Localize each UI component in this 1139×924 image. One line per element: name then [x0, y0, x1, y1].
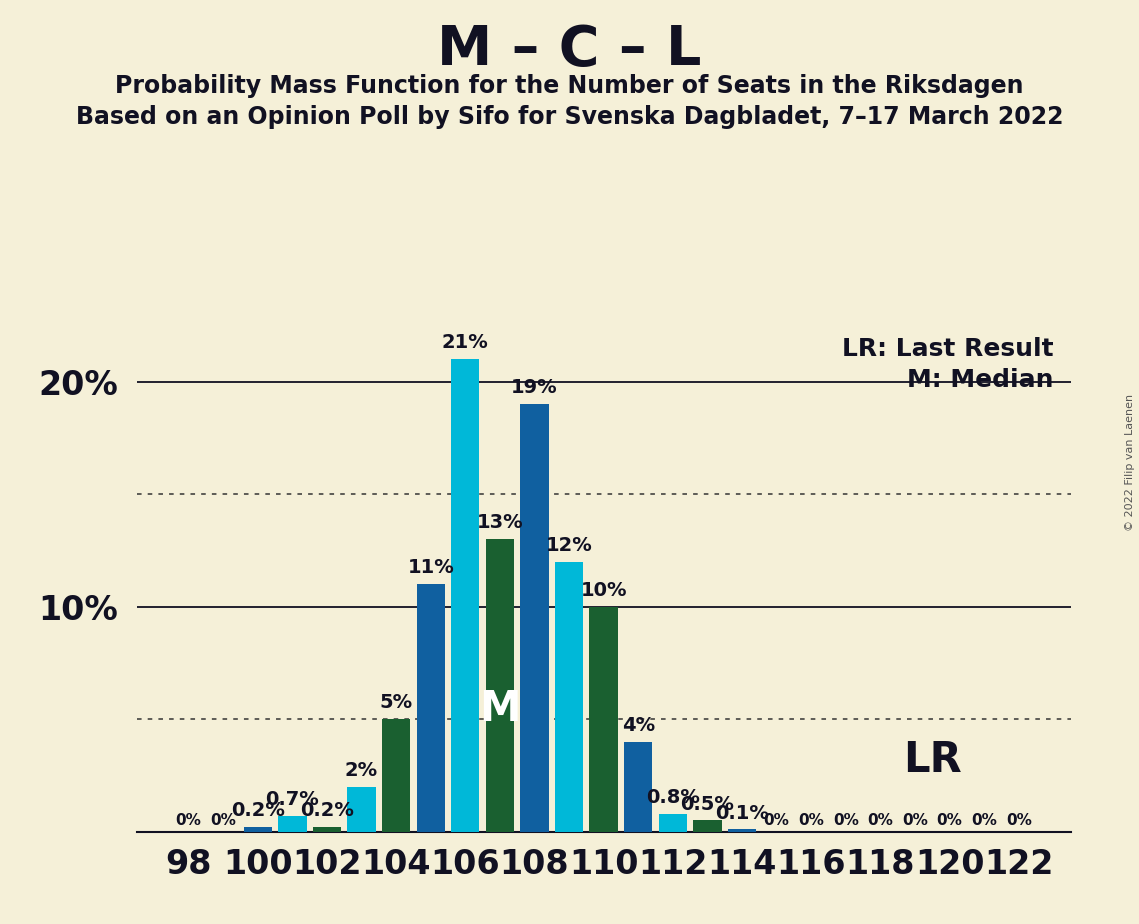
Bar	[728, 830, 756, 832]
Text: 12%: 12%	[546, 536, 592, 555]
Text: 0%: 0%	[763, 813, 789, 828]
Text: 0%: 0%	[1006, 813, 1032, 828]
Text: Based on an Opinion Poll by Sifo for Svenska Dagbladet, 7–17 March 2022: Based on an Opinion Poll by Sifo for Sve…	[76, 105, 1063, 129]
Text: 0%: 0%	[902, 813, 928, 828]
Text: 5%: 5%	[379, 693, 412, 712]
Text: M – C – L: M – C – L	[437, 23, 702, 77]
Text: 0.5%: 0.5%	[680, 795, 735, 814]
Bar	[590, 607, 617, 832]
Text: 0%: 0%	[936, 813, 962, 828]
Bar	[347, 786, 376, 832]
Text: 0%: 0%	[972, 813, 997, 828]
Text: 10%: 10%	[581, 581, 626, 600]
Text: Probability Mass Function for the Number of Seats in the Riksdagen: Probability Mass Function for the Number…	[115, 74, 1024, 98]
Text: 13%: 13%	[476, 514, 523, 532]
Text: 0%: 0%	[868, 813, 893, 828]
Text: 19%: 19%	[511, 379, 558, 397]
Text: LR: Last Result: LR: Last Result	[842, 336, 1054, 360]
Text: 0%: 0%	[798, 813, 825, 828]
Text: 0.1%: 0.1%	[715, 804, 769, 822]
Bar	[417, 584, 445, 832]
Text: © 2022 Filip van Laenen: © 2022 Filip van Laenen	[1125, 394, 1134, 530]
Bar	[694, 821, 722, 832]
Bar	[658, 814, 687, 832]
Bar	[521, 404, 549, 832]
Text: 0.8%: 0.8%	[646, 788, 699, 807]
Text: LR: LR	[903, 738, 961, 781]
Text: 0.2%: 0.2%	[231, 801, 285, 821]
Text: M: M	[480, 687, 521, 730]
Bar	[451, 359, 480, 832]
Text: 21%: 21%	[442, 334, 489, 352]
Text: M: Median: M: Median	[907, 368, 1054, 392]
Text: 0%: 0%	[833, 813, 859, 828]
Bar	[278, 816, 306, 832]
Bar	[382, 719, 410, 832]
Bar	[624, 742, 653, 832]
Bar	[313, 827, 341, 832]
Text: 0%: 0%	[211, 813, 236, 828]
Text: 4%: 4%	[622, 716, 655, 735]
Text: 11%: 11%	[408, 558, 454, 578]
Bar	[244, 827, 272, 832]
Text: 2%: 2%	[345, 760, 378, 780]
Text: 0.2%: 0.2%	[300, 801, 354, 821]
Bar	[485, 539, 514, 832]
Text: 0.7%: 0.7%	[265, 790, 319, 809]
Text: 0%: 0%	[175, 813, 202, 828]
Bar	[555, 562, 583, 832]
